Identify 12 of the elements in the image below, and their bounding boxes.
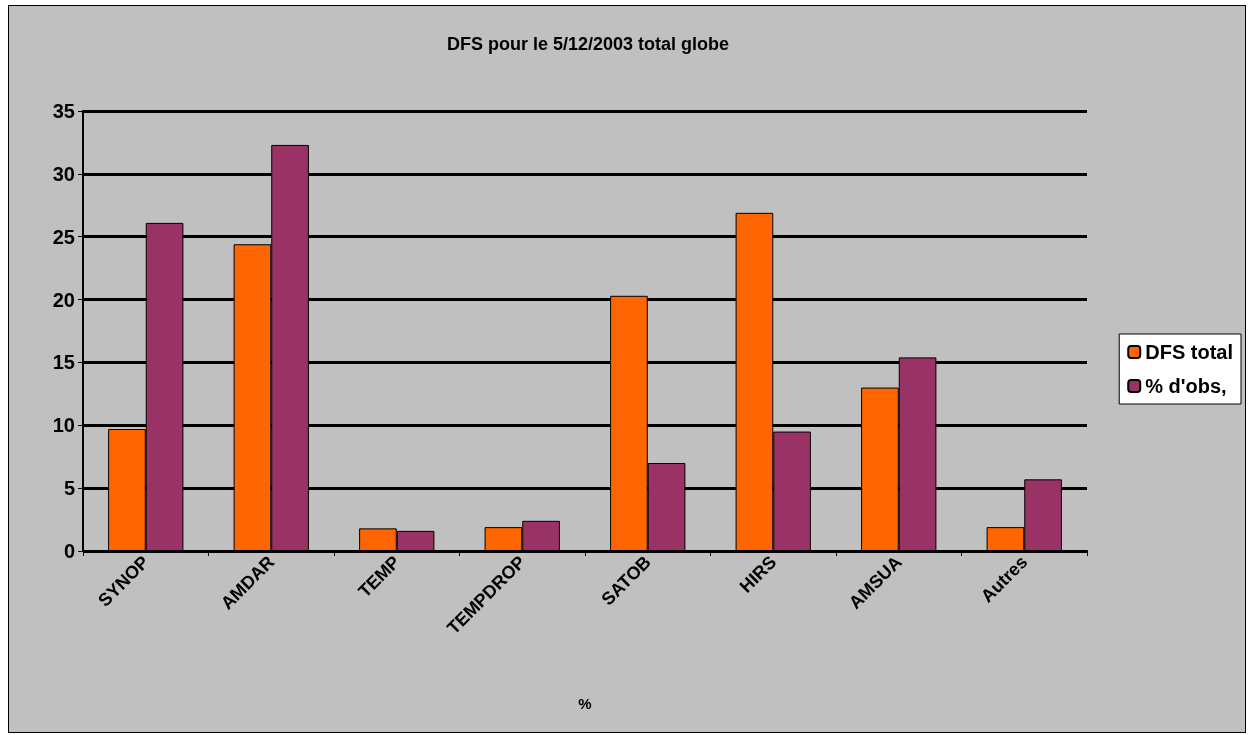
y-tick-label: 35 <box>52 100 75 122</box>
legend-label: DFS total <box>1145 341 1234 363</box>
y-tick-label: 30 <box>52 162 75 185</box>
y-tick-label: 25 <box>52 225 75 248</box>
x-axis-title: % <box>578 695 592 712</box>
y-tick-label: 15 <box>52 351 75 374</box>
y-tick-label: 10 <box>52 414 75 437</box>
y-tick-label: 20 <box>52 288 75 311</box>
y-tick-label: 5 <box>63 477 75 500</box>
legend-label: % d'obs, <box>1145 375 1227 397</box>
chart-title: DFS pour le 5/12/2003 total globe <box>446 34 730 54</box>
y-tick-label: 0 <box>63 540 75 562</box>
